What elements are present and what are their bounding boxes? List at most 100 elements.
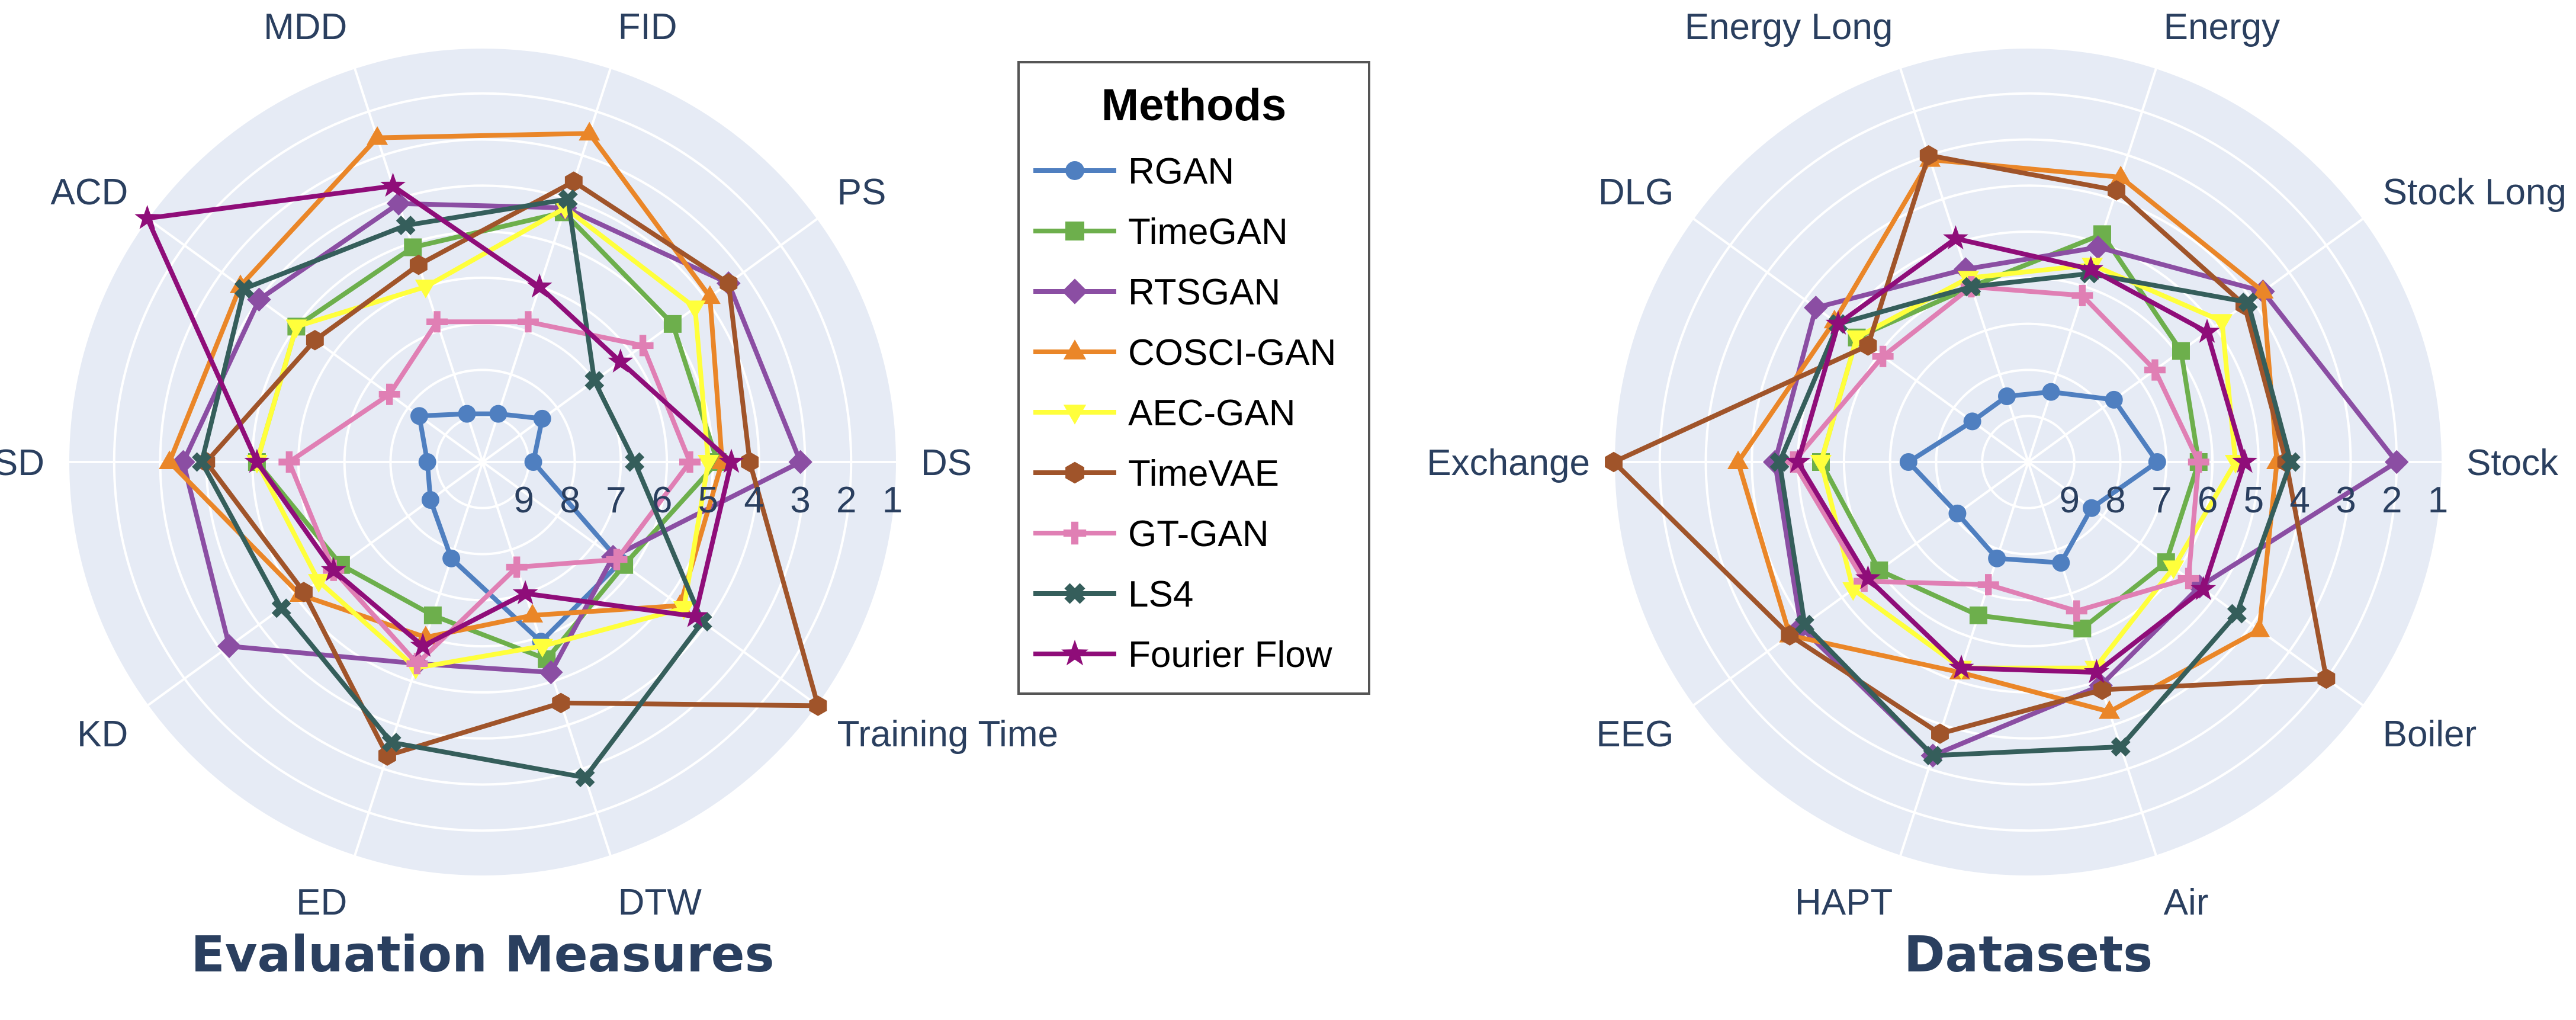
axis-label-fid: FID <box>618 7 677 47</box>
data-point-gt-gan-training-time <box>606 549 628 570</box>
radial-tick-label: 6 <box>652 480 672 521</box>
legend-marker-timegan <box>1065 222 1084 240</box>
data-point-timevae-ds <box>741 451 759 473</box>
data-point-fourier-flow-energy <box>2078 256 2104 280</box>
legend-marker-aec-gan <box>1063 405 1087 425</box>
legend-item-rtsgan: RTSGAN <box>1033 272 1280 313</box>
data-point-timegan-ps <box>663 315 682 333</box>
data-point-rgan-eeg <box>1948 504 1967 522</box>
chart-title: Datasets <box>1904 925 2153 983</box>
data-point-timegan-hapt <box>1969 606 1987 624</box>
legend-marker-rgan <box>1065 161 1084 180</box>
data-point-rgan-ps <box>533 409 551 428</box>
data-point-gt-gan-acd <box>378 383 400 405</box>
data-point-ls4-stock-long <box>2238 292 2258 312</box>
data-point-aec-gan-dlg <box>1846 330 1868 349</box>
data-point-timevae-kd <box>295 582 313 602</box>
axis-label-stock-long: Stock Long <box>2383 172 2567 213</box>
data-point-fourier-flow-ds <box>718 448 744 473</box>
data-point-timevae-training-time <box>809 695 827 716</box>
data-point-ls4-exchange <box>1769 452 1790 472</box>
data-point-aec-gan-eeg <box>1842 582 1864 601</box>
radial-tick-label: 9 <box>2060 480 2080 521</box>
legend-item-rgan: RGAN <box>1033 151 1234 192</box>
data-point-fourier-flow-sd <box>244 448 270 473</box>
data-point-gt-gan-dtw <box>506 556 528 578</box>
radial-tick-label: 1 <box>2428 480 2448 521</box>
data-point-gt-gan-energy <box>2071 284 2093 306</box>
data-point-fourier-flow-hapt <box>1948 655 1974 679</box>
data-point-timegan-ed <box>423 606 442 624</box>
data-point-aec-gan-kd <box>308 574 330 593</box>
legend-label: Fourier Flow <box>1128 634 1332 675</box>
data-point-rgan-stock <box>2148 453 2166 471</box>
data-point-rtsgan-dlg <box>1804 296 1828 320</box>
grid-spoke <box>2027 461 2158 857</box>
data-point-ls4-boiler <box>2227 604 2247 624</box>
axis-labels: DS PS FID MDD ACD SD KD ED DTW Training Time <box>0 7 1058 923</box>
axis-label-sd: SD <box>0 442 44 483</box>
data-point-ls4-air <box>2111 737 2131 757</box>
data-point-fourier-flow-eeg <box>1855 565 1881 589</box>
legend: Methods RGAN TimeGAN RTSGAN COSCI-GAN AEC-GAN… <box>1017 61 1370 695</box>
data-point-gt-gan-ed <box>406 653 428 675</box>
legend-marker-cosci-gan <box>1063 339 1087 360</box>
data-point-ls4-acd <box>234 278 254 299</box>
radial-tick-label: 6 <box>2198 480 2218 521</box>
data-point-rtsgan-kd <box>217 634 242 659</box>
data-point-gt-gan-ps <box>632 335 654 357</box>
axis-label-air: Air <box>2164 882 2209 923</box>
data-point-rgan-air <box>2052 554 2070 572</box>
radial-tick-label: 4 <box>2289 480 2310 521</box>
data-point-gt-gan-dlg <box>1872 345 1894 367</box>
data-point-ls4-fid <box>558 189 578 209</box>
radial-tick-label: 1 <box>882 480 902 521</box>
data-point-rtsgan-mdd <box>386 191 411 216</box>
data-point-aec-gan-ds <box>698 455 720 474</box>
data-point-gt-gan-sd <box>278 451 300 473</box>
data-point-cosci-gan-stock-long <box>2252 280 2274 299</box>
chart-title: Evaluation Measures <box>191 925 774 983</box>
data-point-ls4-ds <box>625 452 645 472</box>
axis-label-ds: DS <box>921 442 972 483</box>
legend-label: COSCI-GAN <box>1128 332 1336 373</box>
data-point-timegan-stock-long <box>2172 342 2190 360</box>
legend-marker-timevae <box>1065 461 1084 484</box>
data-point-fourier-flow-exchange <box>1785 448 1811 473</box>
data-point-timevae-mdd <box>409 254 428 275</box>
data-point-rtsgan-dtw <box>539 660 563 685</box>
data-point-ls4-ed <box>381 732 402 752</box>
data-point-aec-gan-acd <box>285 319 307 338</box>
radial-tick-label: 5 <box>2244 480 2264 521</box>
data-point-timevae-exchange <box>1605 451 1623 473</box>
data-point-cosci-gan-air <box>2098 700 2120 719</box>
data-point-rtsgan-stock <box>2384 450 2409 474</box>
series-rgan <box>1899 383 2166 572</box>
data-point-aec-gan-dtw <box>531 639 553 658</box>
data-point-fourier-flow-mdd <box>380 172 406 197</box>
legend-item-timevae: TimeVAE <box>1033 453 1279 494</box>
data-point-timevae-dlg <box>1859 335 1877 356</box>
data-point-cosci-gan-exchange <box>1727 450 1749 469</box>
radial-tick-label: 2 <box>836 480 856 521</box>
axis-label-ed: ED <box>296 882 347 923</box>
data-point-aec-gan-training-time <box>673 601 695 620</box>
data-point-gt-gan-hapt <box>1977 574 1999 596</box>
data-point-gt-gan-ds <box>679 451 701 473</box>
data-point-cosci-gan-dtw <box>522 604 544 623</box>
data-point-rgan-energy-long <box>1997 387 2016 406</box>
radial-tick-label: 8 <box>2105 480 2125 521</box>
data-point-rtsgan-energy <box>2086 235 2111 259</box>
data-point-rgan-ed <box>442 549 461 567</box>
axis-labels: Stock Stock Long Energy Energy Long DLG Excha… <box>1427 7 2567 923</box>
data-point-gt-gan-boiler <box>2177 567 2199 589</box>
data-point-timevae-eeg <box>1781 625 1799 646</box>
radial-tick-label: 5 <box>698 480 718 521</box>
data-point-timegan-mdd <box>404 238 422 256</box>
data-point-ls4-kd <box>271 598 291 618</box>
axis-label-dlg: DLG <box>1598 172 1674 213</box>
radial-tick-label: 3 <box>790 480 810 521</box>
data-point-fourier-flow-acd <box>134 205 160 229</box>
axis-label-boiler: Boiler <box>2383 714 2477 755</box>
data-point-ls4-hapt <box>1923 746 1943 766</box>
